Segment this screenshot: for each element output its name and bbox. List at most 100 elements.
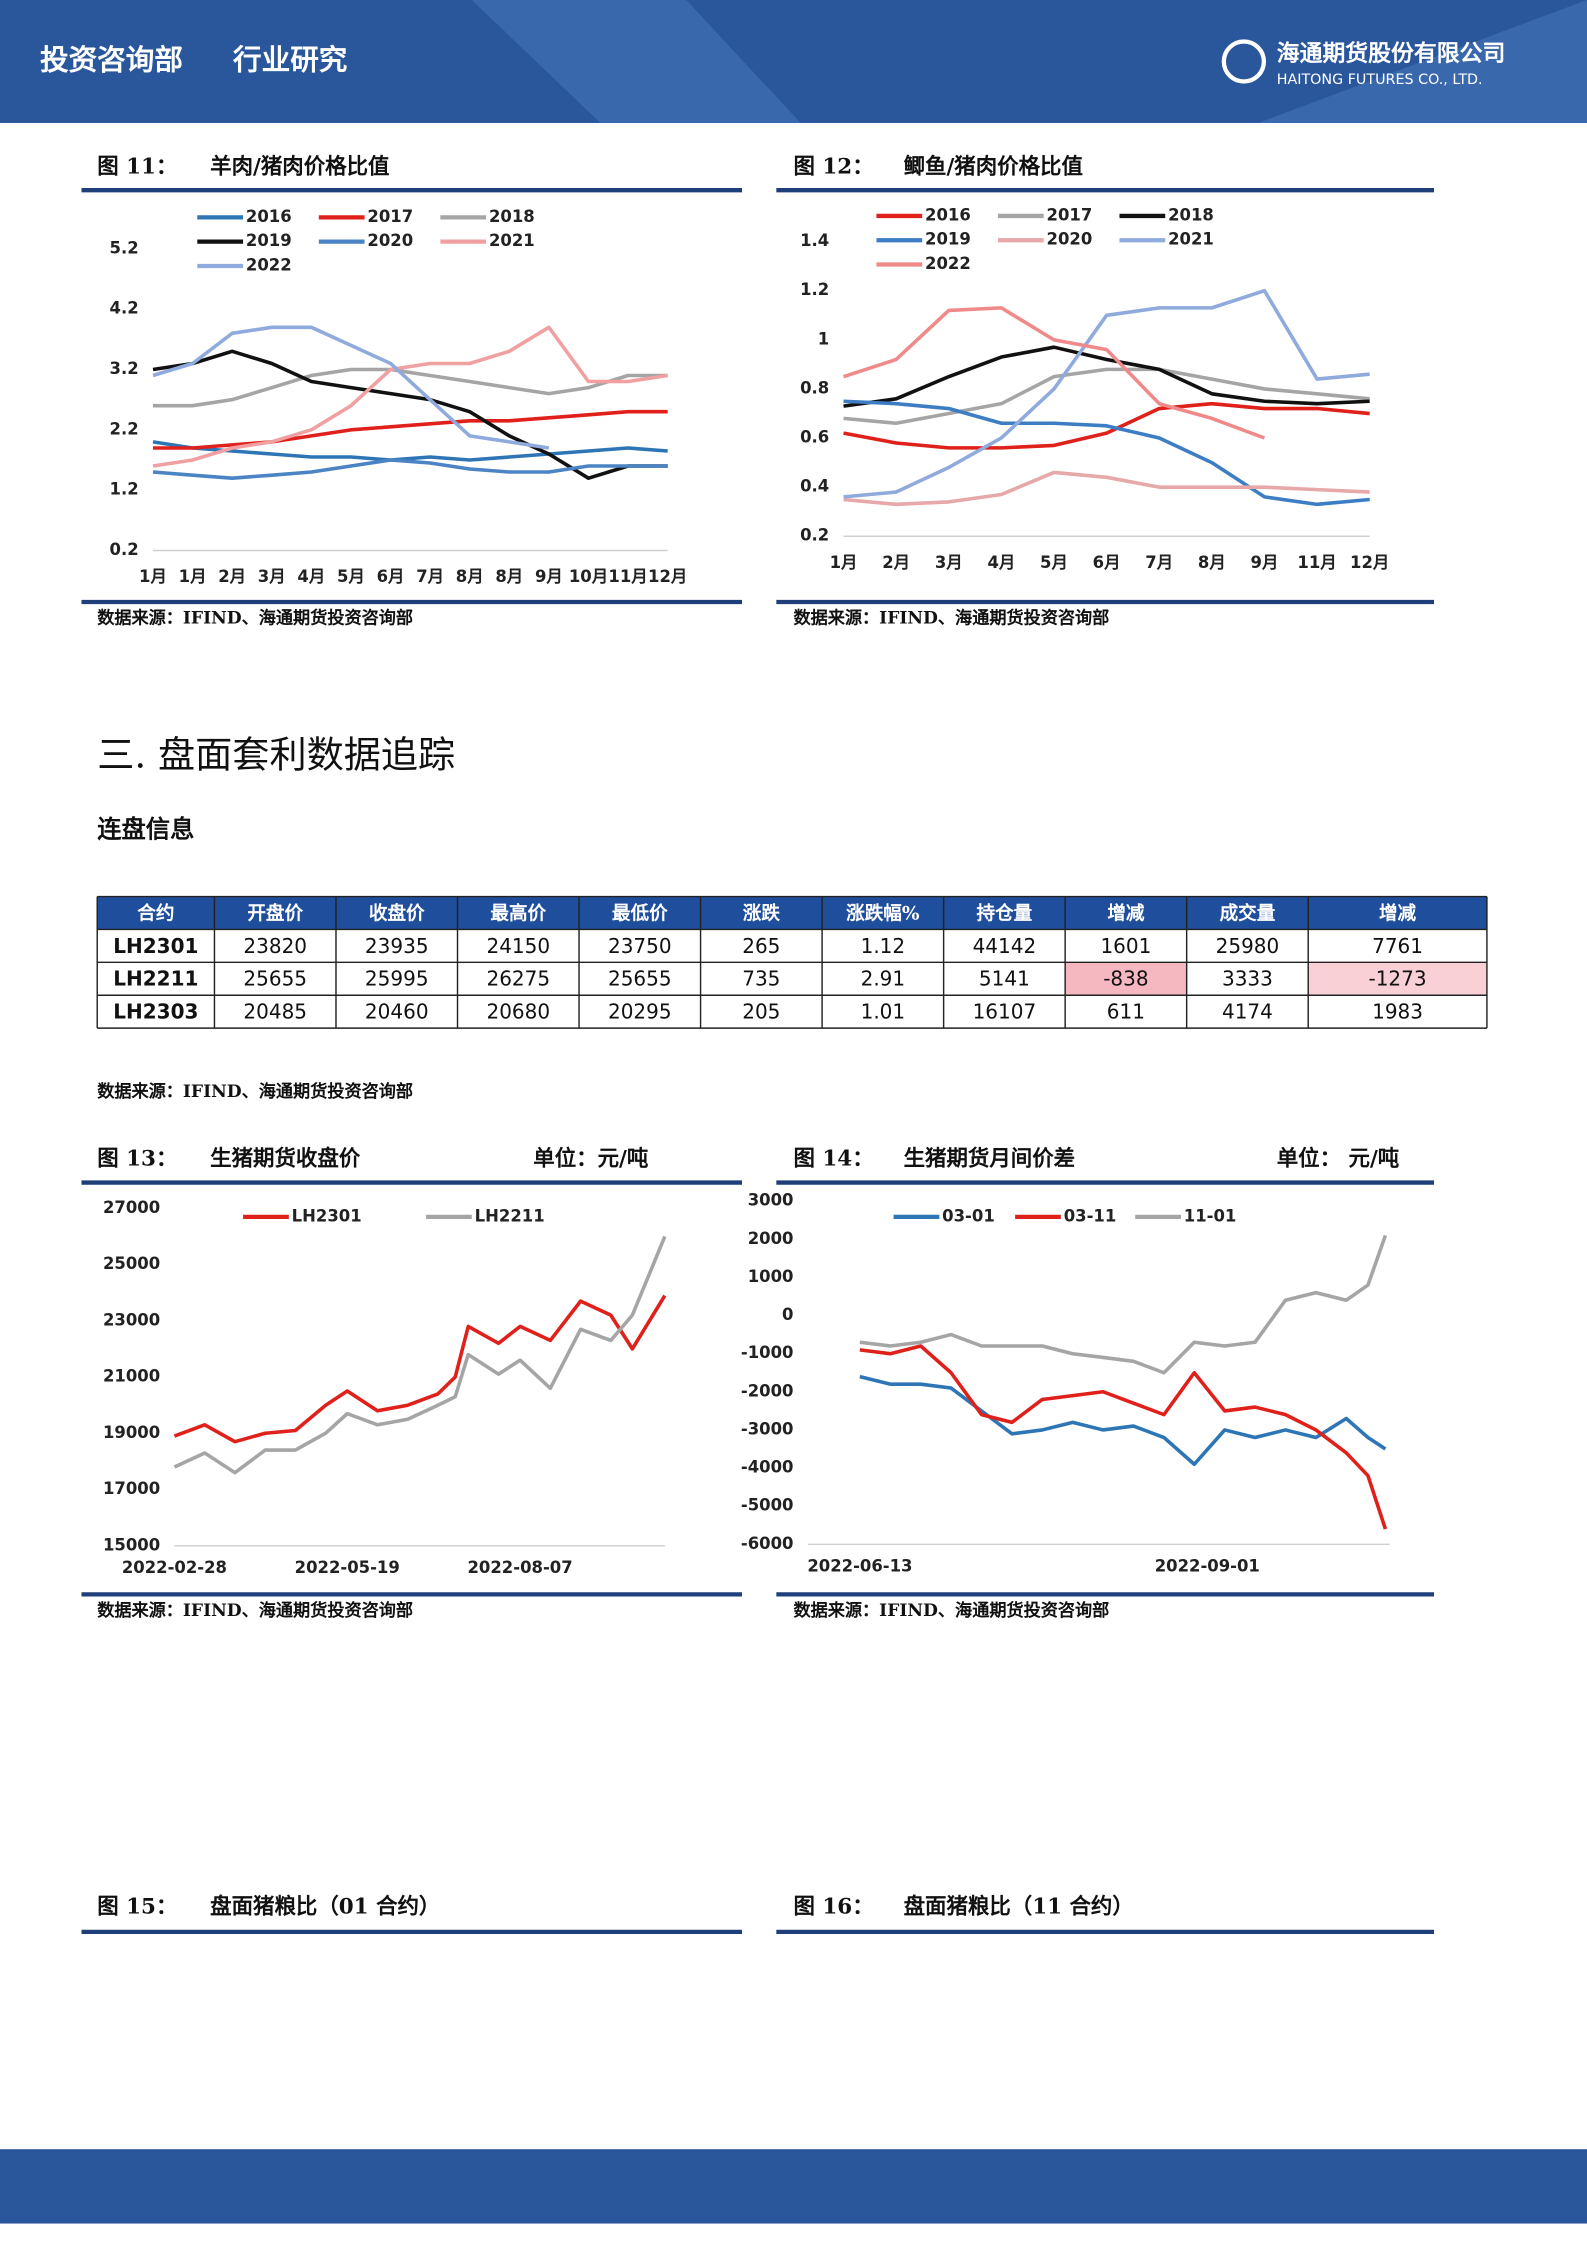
legend-label: 11-01 xyxy=(1184,1206,1237,1225)
table-cell: LH2303 xyxy=(113,1000,198,1024)
legend-label: LH2301 xyxy=(292,1206,362,1225)
table-cell: 3333 xyxy=(1222,967,1273,991)
legend-label: 2019 xyxy=(246,231,292,250)
cell-highlight xyxy=(1065,962,1187,996)
table-cell: 20295 xyxy=(608,1000,672,1024)
table-cell: 23750 xyxy=(608,934,672,958)
y-tick-label: -2000 xyxy=(741,1381,794,1400)
x-tick-label: 8月 xyxy=(456,567,484,586)
table-header-cell: 持仓量 xyxy=(977,902,1033,924)
legend-label: 2016 xyxy=(925,205,971,224)
table-header-cell: 增减 xyxy=(1107,902,1145,924)
table-cell: 44142 xyxy=(973,934,1037,958)
legend-label: LH2211 xyxy=(475,1206,545,1225)
figure-title: 羊肉/猪肉价格比值 xyxy=(210,153,389,179)
x-tick-label: 3月 xyxy=(935,553,963,572)
x-tick-label: 2022-02-28 xyxy=(122,1558,227,1577)
table-cell: 5141 xyxy=(979,967,1030,991)
x-tick-label: 2022-06-13 xyxy=(807,1557,912,1576)
series-line xyxy=(152,349,668,480)
y-tick-label: 19000 xyxy=(103,1423,160,1442)
y-tick-label: 0.2 xyxy=(110,540,139,559)
x-tick-label: 7月 xyxy=(416,567,444,586)
y-tick-label: -1000 xyxy=(741,1343,794,1362)
chart-source: 数据来源：IFIND、海通期货投资咨询部 xyxy=(794,1600,1110,1621)
table-cell: LH2211 xyxy=(113,967,198,991)
x-tick-label: 8月 xyxy=(1198,553,1226,572)
x-tick-label: 5月 xyxy=(1040,553,1068,572)
table-cell: 735 xyxy=(742,967,780,991)
table-cell: 1983 xyxy=(1372,1000,1423,1024)
table-cell: 611 xyxy=(1107,1000,1145,1024)
table-header-cell: 收盘价 xyxy=(369,902,425,924)
series-line xyxy=(152,325,668,468)
y-tick-label: 0.2 xyxy=(800,526,829,545)
company-name: 海通期货股份有限公司 xyxy=(1277,40,1506,67)
series-line xyxy=(152,367,668,408)
unit-label: 单位：元/吨 xyxy=(533,1146,649,1172)
y-tick-label: 27000 xyxy=(103,1198,160,1217)
table-cell: -838 xyxy=(1103,967,1148,991)
x-tick-label: 2月 xyxy=(218,567,246,586)
y-tick-label: -3000 xyxy=(741,1419,794,1438)
table-header-cell: 增减 xyxy=(1379,902,1417,924)
table-header-cell: 合约 xyxy=(137,902,174,924)
x-tick-label: 5月 xyxy=(337,567,365,586)
x-tick-label: 6月 xyxy=(377,567,405,586)
chart-source: 数据来源：IFIND、海通期货投资咨询部 xyxy=(97,608,413,629)
figure-title: 鲫鱼/猪肉价格比值 xyxy=(904,153,1083,179)
section-subtitle: 连盘信息 xyxy=(97,814,194,843)
table-header-cell: 涨跌 xyxy=(743,902,781,924)
x-tick-label: 2022-09-01 xyxy=(1155,1557,1260,1576)
y-tick-label: 1 xyxy=(818,329,829,348)
series-line xyxy=(859,1374,1387,1467)
x-tick-label: 1月 xyxy=(830,553,858,572)
table-cell: 25655 xyxy=(243,967,307,991)
figure-label: 图 15： xyxy=(97,1895,177,1920)
legend-label: 2017 xyxy=(367,207,413,226)
series-line xyxy=(152,458,668,480)
series-line xyxy=(152,325,550,450)
table-cell: 7761 xyxy=(1372,934,1423,958)
figure-label: 图 12： xyxy=(794,154,874,179)
table-cell: 1.01 xyxy=(861,1000,906,1024)
table-header-bg xyxy=(97,896,1487,930)
legend-label: 2021 xyxy=(489,231,535,250)
y-tick-label: 0.4 xyxy=(800,477,829,496)
y-tick-label: -6000 xyxy=(741,1534,794,1553)
x-tick-label: 8月 xyxy=(495,567,523,586)
y-tick-label: 1.2 xyxy=(800,280,829,299)
table-header-cell: 成交量 xyxy=(1220,902,1276,924)
legend-label: 03-11 xyxy=(1064,1206,1117,1225)
table-cell: 2.91 xyxy=(861,967,906,991)
x-tick-label: 2022-05-19 xyxy=(295,1558,400,1577)
figure-label: 图 13： xyxy=(97,1147,177,1172)
legend-label: 2019 xyxy=(925,230,971,249)
x-tick-label: 4月 xyxy=(987,553,1015,572)
table-header-cell: 开盘价 xyxy=(247,902,303,924)
table-cell: 20680 xyxy=(486,1000,550,1024)
table-header-cell: 涨跌幅% xyxy=(846,902,920,924)
legend-label: 2016 xyxy=(246,207,292,226)
y-tick-label: 15000 xyxy=(103,1535,160,1554)
unit-label: 单位： 元/吨 xyxy=(1277,1146,1400,1172)
x-tick-label: 2月 xyxy=(882,553,910,572)
series-line xyxy=(859,1344,1388,1530)
series-line xyxy=(152,409,668,450)
table-cell: 25980 xyxy=(1216,934,1280,958)
table-cell: LH2301 xyxy=(113,934,198,958)
x-tick-label: 1月 xyxy=(179,567,207,586)
table-cell: 20485 xyxy=(243,1000,307,1024)
y-tick-label: 17000 xyxy=(103,1479,160,1498)
company-name-en: HAITONG FUTURES CO., LTD. xyxy=(1277,72,1483,88)
table-cell: 1.12 xyxy=(861,934,906,958)
x-tick-label: 9月 xyxy=(535,567,563,586)
series-line xyxy=(843,470,1370,507)
logo xyxy=(1221,39,1267,84)
table-cell: 265 xyxy=(742,934,780,958)
header-department: 投资咨询部 xyxy=(40,42,183,76)
legend-label: 2018 xyxy=(489,207,535,226)
legend-label: 2020 xyxy=(1047,230,1093,249)
legend-label: 2017 xyxy=(1047,205,1093,224)
